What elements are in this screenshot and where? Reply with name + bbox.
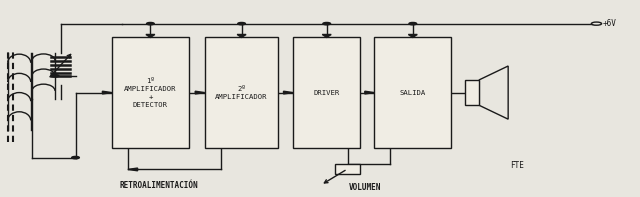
Bar [293, 37, 360, 148]
Polygon shape [146, 34, 155, 37]
Circle shape [147, 22, 154, 25]
Polygon shape [237, 34, 246, 37]
Text: DRIVER: DRIVER [314, 90, 340, 96]
Text: 2º
AMPLIFICADOR: 2º AMPLIFICADOR [215, 85, 268, 100]
Bar [465, 80, 479, 105]
Text: FTE: FTE [510, 161, 524, 170]
Circle shape [51, 75, 59, 77]
Polygon shape [284, 91, 293, 94]
Polygon shape [102, 91, 112, 94]
Bar [112, 37, 189, 148]
Bar [205, 37, 278, 148]
Text: 1º
AMPLIFICADOR
+
DETECTOR: 1º AMPLIFICADOR + DETECTOR [124, 78, 177, 108]
Polygon shape [365, 91, 374, 94]
Bar [335, 164, 360, 174]
Circle shape [238, 22, 246, 25]
Polygon shape [128, 168, 138, 171]
Circle shape [323, 22, 331, 25]
Text: VOLUMEN: VOLUMEN [349, 183, 381, 192]
Text: SALIDA: SALIDA [399, 90, 426, 96]
Polygon shape [479, 66, 508, 119]
Polygon shape [408, 34, 417, 37]
Circle shape [591, 22, 602, 25]
Bar [374, 37, 451, 148]
Polygon shape [195, 91, 205, 94]
Polygon shape [323, 34, 332, 37]
Text: +6V: +6V [603, 19, 617, 28]
Circle shape [409, 22, 417, 25]
Text: RETROALIMENTACIÓN: RETROALIMENTACIÓN [120, 181, 198, 190]
Circle shape [72, 156, 79, 159]
